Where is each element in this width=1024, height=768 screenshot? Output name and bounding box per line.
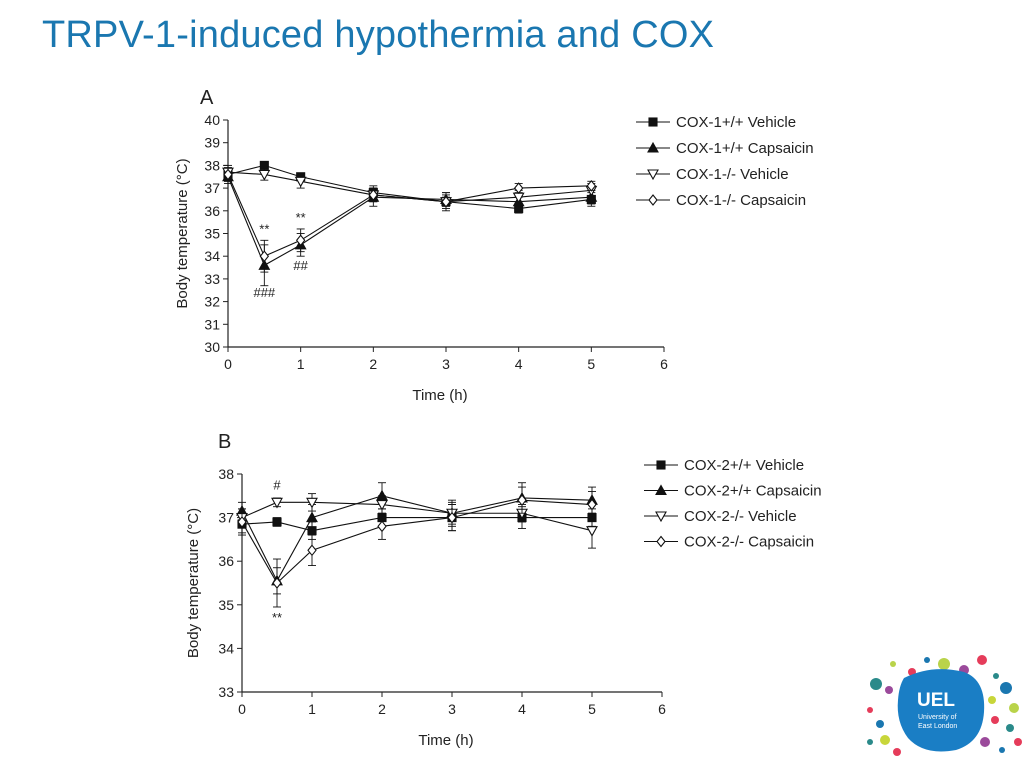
- legend-label: COX-2+/+ Vehicle: [684, 457, 804, 474]
- legend-label: COX-1-/- Vehicle: [676, 166, 789, 183]
- y-axis-label: Body temperature (°C): [185, 508, 202, 658]
- panel-letter: A: [200, 87, 214, 109]
- x-tick-label: 0: [238, 701, 246, 717]
- x-tick-label: 4: [518, 701, 526, 717]
- panel-letter: B: [218, 431, 231, 453]
- x-tick-label: 5: [588, 701, 596, 717]
- legend-label: COX-2-/- Vehicle: [684, 508, 797, 525]
- logo-line2: East London: [918, 723, 957, 730]
- y-tick-label: 36: [218, 553, 234, 569]
- data-point: [377, 520, 387, 533]
- y-tick-label: 30: [204, 339, 220, 355]
- data-point: [586, 526, 598, 537]
- legend-label: COX-1-/- Capsaicin: [676, 192, 806, 209]
- x-axis-label: Time (h): [418, 732, 473, 749]
- significance-annotation: **: [272, 610, 282, 625]
- y-tick-label: 31: [204, 316, 220, 332]
- y-tick-label: 34: [218, 640, 234, 656]
- series-4: [237, 486, 597, 608]
- legend-marker: [655, 511, 667, 523]
- data-point: [272, 517, 282, 527]
- legend-label: COX-1+/+ Vehicle: [676, 114, 796, 131]
- legend-marker: [647, 141, 659, 153]
- x-tick-label: 6: [658, 701, 666, 717]
- data-point: [376, 499, 388, 511]
- y-tick-label: 32: [204, 294, 220, 310]
- significance-annotation: ##: [293, 258, 308, 273]
- y-tick-label: 37: [218, 510, 234, 526]
- significance-annotation: **: [259, 222, 269, 237]
- data-point: [294, 176, 307, 188]
- data-point: [517, 494, 527, 507]
- x-tick-label: 2: [369, 356, 377, 372]
- data-point: [271, 497, 283, 509]
- data-point: [223, 168, 233, 181]
- logo-line1: University of: [918, 714, 957, 721]
- data-point: [513, 182, 524, 194]
- legend-marker: [648, 117, 658, 127]
- significance-annotation: ###: [253, 285, 275, 300]
- y-tick-label: 38: [218, 466, 234, 482]
- data-point: [258, 169, 271, 181]
- legend-label: COX-1+/+ Capsaicin: [676, 140, 814, 157]
- data-point: [306, 497, 318, 509]
- x-tick-label: 3: [448, 701, 456, 717]
- x-tick-label: 0: [224, 356, 232, 372]
- data-point: [307, 544, 317, 557]
- logo-dots: [867, 655, 1022, 756]
- legend-marker: [656, 460, 666, 470]
- y-tick-label: 33: [218, 684, 234, 700]
- y-tick-label: 38: [204, 157, 220, 173]
- data-point: [587, 498, 597, 511]
- y-tick-label: 35: [204, 226, 220, 242]
- significance-annotation: #: [273, 477, 281, 492]
- logo-name: UEL: [917, 690, 955, 711]
- data-point: [441, 195, 451, 208]
- y-tick-label: 33: [204, 271, 220, 287]
- logo-blob: [897, 669, 985, 752]
- x-axis-label: Time (h): [412, 387, 467, 404]
- x-tick-label: 4: [515, 356, 523, 372]
- slide-title: TRPV-1-induced hypothermia and COX: [42, 14, 715, 56]
- legend-marker: [647, 169, 659, 181]
- data-point: [306, 511, 318, 523]
- significance-annotation: **: [296, 210, 306, 225]
- data-point: [586, 179, 597, 192]
- y-tick-label: 34: [204, 248, 220, 264]
- y-axis-label: Body temperature (°C): [174, 158, 191, 308]
- y-tick-label: 39: [204, 135, 220, 151]
- figure-background: [150, 82, 846, 758]
- legend-label: COX-2+/+ Capsaicin: [684, 483, 822, 500]
- y-tick-label: 37: [204, 180, 220, 196]
- data-point: [447, 511, 457, 524]
- series-4: [223, 167, 597, 273]
- legend-label: COX-2-/- Capsaicin: [684, 534, 814, 551]
- y-tick-label: 35: [218, 597, 234, 613]
- data-point: [272, 577, 282, 589]
- x-tick-label: 1: [297, 356, 305, 372]
- y-tick-label: 40: [204, 112, 220, 128]
- x-tick-label: 1: [308, 701, 316, 717]
- legend-marker: [655, 484, 667, 496]
- x-tick-label: 5: [587, 356, 595, 372]
- legend-marker: [648, 194, 658, 206]
- data-point: [295, 234, 306, 247]
- x-tick-label: 6: [660, 356, 668, 372]
- data-point: [368, 189, 379, 201]
- data-point: [259, 250, 270, 263]
- x-tick-label: 3: [442, 356, 450, 372]
- y-tick-label: 36: [204, 203, 220, 219]
- x-tick-label: 2: [378, 701, 386, 717]
- data-point: [237, 516, 247, 528]
- legend-marker: [656, 535, 666, 548]
